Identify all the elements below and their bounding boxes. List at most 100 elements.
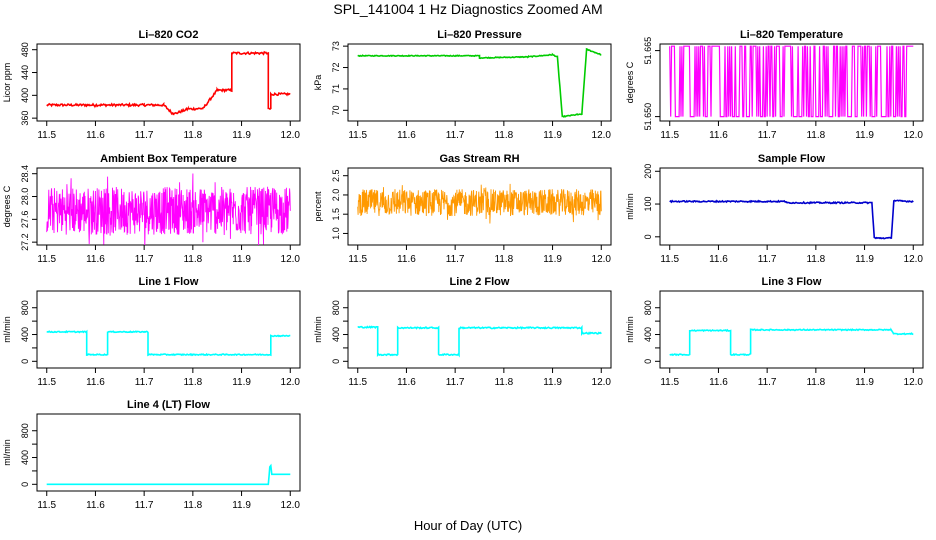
x-tick-label: 11.9: [232, 254, 251, 265]
panel-0: Li–820 CO2 Licor ppm 11.5 11.6 11.7 11.8 11.9 1…: [2, 29, 301, 141]
y-tick-label: 200: [643, 164, 653, 179]
plot-frame: [659, 167, 924, 246]
x-tick-label: 12.0: [904, 130, 924, 141]
x-tick-label: 11.9: [855, 254, 874, 265]
y-tick-label: 800: [20, 300, 30, 315]
x-tick-label: 11.6: [397, 130, 416, 141]
y-tick-label: 71: [331, 84, 341, 94]
y-tick-label: 400: [20, 88, 30, 103]
y-tick-label: 27.6: [20, 211, 30, 229]
y-axis-label: ml/min: [625, 193, 635, 220]
panel-title: Line 4 (LT) Flow: [127, 399, 210, 411]
panel-9: Line 4 (LT) Flow ml/min 11.5 11.6 11.7 11.8 11…: [2, 399, 301, 511]
panel-title: Li–820 Temperature: [740, 29, 843, 41]
y-tick-label: 1.0: [331, 227, 341, 240]
x-tick-label: 11.5: [37, 500, 56, 511]
x-tick-label: 11.7: [135, 377, 154, 388]
panel-title: Line 2 Flow: [450, 276, 510, 288]
y-tick-label: 0: [331, 359, 341, 364]
x-tick-label: 11.9: [543, 130, 562, 141]
x-tick-label: 12.0: [281, 377, 301, 388]
x-tick-label: 12.0: [904, 377, 924, 388]
x-tick-label: 11.8: [494, 130, 513, 141]
x-tick-label: 11.9: [232, 377, 251, 388]
panel-title: Line 3 Flow: [762, 276, 822, 288]
y-tick-label: 0: [20, 359, 30, 364]
plot-frame: [347, 43, 612, 122]
x-tick-label: 11.8: [806, 377, 825, 388]
x-tick-label: 11.7: [446, 130, 465, 141]
x-tick-label: 11.5: [660, 130, 679, 141]
y-tick-label: 800: [643, 300, 653, 315]
y-axis-label: kPa: [313, 75, 323, 91]
y-tick-label: 400: [643, 327, 653, 342]
x-tick-label: 11.8: [183, 254, 202, 265]
y-tick-label: 400: [20, 450, 30, 465]
y-tick-label: 440: [20, 65, 30, 80]
series-line-0: [46, 50, 291, 116]
panel-5: Sample Flow ml/min 11.5 11.6 11.7 11.8 11.9 12.…: [625, 153, 924, 265]
x-tick-label: 11.9: [232, 130, 251, 141]
panel-title: Gas Stream RH: [439, 153, 519, 165]
y-tick-label: 100: [643, 197, 653, 212]
x-tick-label: 11.6: [86, 500, 105, 511]
x-tick-label: 11.5: [348, 130, 367, 141]
x-tick-label: 11.6: [397, 254, 416, 265]
x-tick-label: 11.8: [183, 500, 202, 511]
x-tick-label: 11.7: [135, 254, 154, 265]
y-tick-label: 1.5: [331, 208, 341, 221]
x-tick-label: 11.8: [183, 130, 202, 141]
panel-1: Li–820 Pressure kPa 11.5 11.6 11.7 11.8 11.9 12…: [313, 29, 612, 141]
data-region: [669, 199, 914, 240]
x-tick-label: 11.6: [709, 377, 728, 388]
x-tick-label: 11.6: [709, 130, 728, 141]
y-tick-label: 400: [331, 327, 341, 342]
series-line-0: [46, 463, 291, 486]
y-tick-label: 0: [643, 359, 653, 364]
x-tick-label: 11.5: [660, 254, 679, 265]
x-tick-label: 11.8: [806, 254, 825, 265]
x-tick-label: 11.8: [183, 377, 202, 388]
plot-frame: [36, 167, 301, 246]
x-tick-label: 12.0: [281, 254, 301, 265]
x-tick-label: 12.0: [592, 130, 612, 141]
series-line-0: [357, 183, 602, 224]
data-region: [46, 173, 291, 245]
x-tick-label: 11.5: [348, 377, 367, 388]
y-axis-label: Licor ppm: [2, 63, 12, 103]
y-axis-label: degrees C: [625, 61, 635, 103]
panel-6: Line 1 Flow ml/min 11.5 11.6 11.7 11.8 11.9 12.…: [2, 276, 301, 388]
x-tick-label: 12.0: [904, 254, 924, 265]
panel-2: Li–820 Temperature degrees C 11.5 11.6 11.7 1…: [625, 29, 924, 141]
x-tick-label: 11.6: [86, 377, 105, 388]
y-tick-label: 51.650: [643, 103, 653, 131]
panel-8: Line 3 Flow ml/min 11.5 11.6 11.7 11.8 11.9 12.…: [625, 276, 924, 388]
x-tick-label: 11.9: [855, 377, 874, 388]
data-region: [46, 329, 291, 357]
x-tick-label: 11.6: [397, 377, 416, 388]
x-tick-label: 11.9: [543, 254, 562, 265]
series-line-0: [669, 327, 914, 357]
y-axis-label: percent: [313, 191, 323, 222]
panel-3: Ambient Box Temperature degrees C 11.5 11.6…: [2, 153, 301, 265]
data-region: [357, 324, 602, 358]
y-axis-label: degrees C: [2, 185, 12, 227]
x-tick-label: 11.9: [232, 500, 251, 511]
plot-frame: [36, 43, 301, 122]
series-line-0: [357, 47, 602, 119]
x-tick-label: 11.9: [543, 377, 562, 388]
series-line-0: [46, 173, 291, 245]
y-tick-label: 0: [643, 234, 653, 239]
panel-title: Sample Flow: [758, 153, 826, 165]
x-tick-label: 11.7: [135, 130, 154, 141]
plot-frame: [36, 290, 301, 369]
x-tick-label: 12.0: [592, 377, 612, 388]
y-tick-label: 2.0: [331, 189, 341, 202]
panel-7: Line 2 Flow ml/min 11.5 11.6 11.7 11.8 11.9 12.…: [313, 276, 612, 388]
data-region: [357, 47, 602, 119]
series-line-0: [669, 45, 914, 118]
plot-frame: [659, 290, 924, 369]
panel-title: Line 1 Flow: [139, 276, 199, 288]
data-region: [669, 327, 914, 357]
